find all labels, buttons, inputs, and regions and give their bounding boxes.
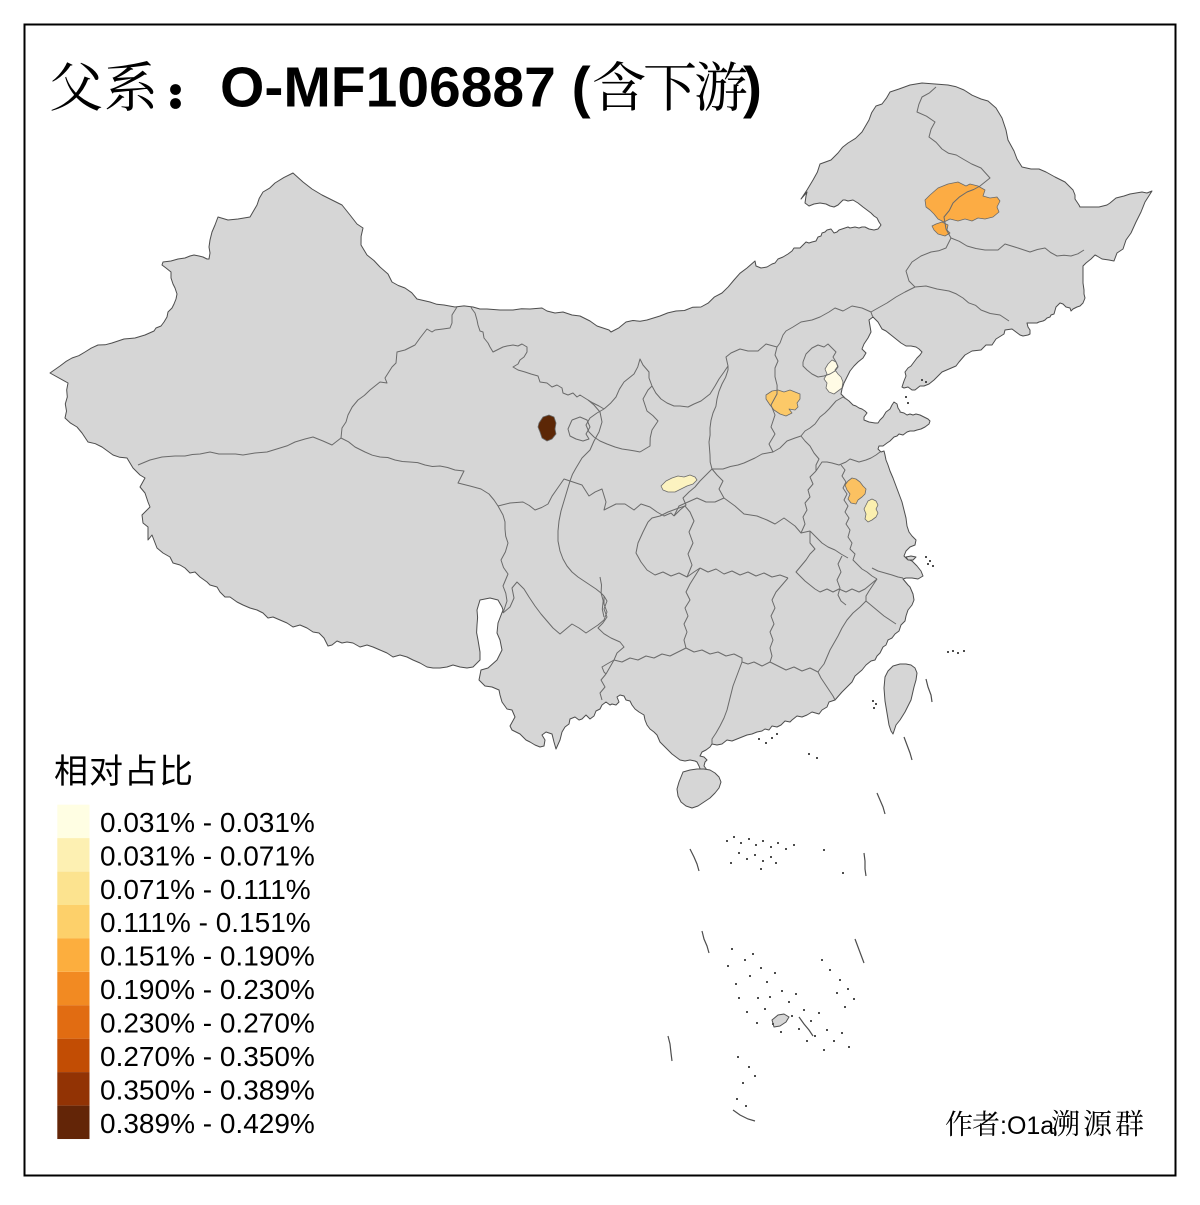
- svg-text:0.031% - 0.031%: 0.031% - 0.031%: [100, 807, 315, 838]
- svg-text:O-MF106887 (: O-MF106887 (: [220, 56, 591, 120]
- svg-text:0.350% - 0.389%: 0.350% - 0.389%: [100, 1074, 315, 1105]
- svg-text::O1a: :O1a: [1000, 1112, 1054, 1140]
- svg-text:0.151% - 0.190%: 0.151% - 0.190%: [100, 941, 315, 972]
- svg-text:0.389% - 0.429%: 0.389% - 0.429%: [100, 1108, 315, 1139]
- svg-text:0.230% - 0.270%: 0.230% - 0.270%: [100, 1008, 315, 1039]
- svg-text:): ): [743, 56, 762, 120]
- svg-text:0.031% - 0.071%: 0.031% - 0.071%: [100, 840, 315, 871]
- svg-text:0.190% - 0.230%: 0.190% - 0.230%: [100, 974, 315, 1005]
- svg-text:0.270% - 0.350%: 0.270% - 0.350%: [100, 1041, 315, 1072]
- svg-text:0.071% - 0.111%: 0.071% - 0.111%: [100, 874, 311, 905]
- svg-text:0.111% - 0.151%: 0.111% - 0.151%: [100, 907, 311, 938]
